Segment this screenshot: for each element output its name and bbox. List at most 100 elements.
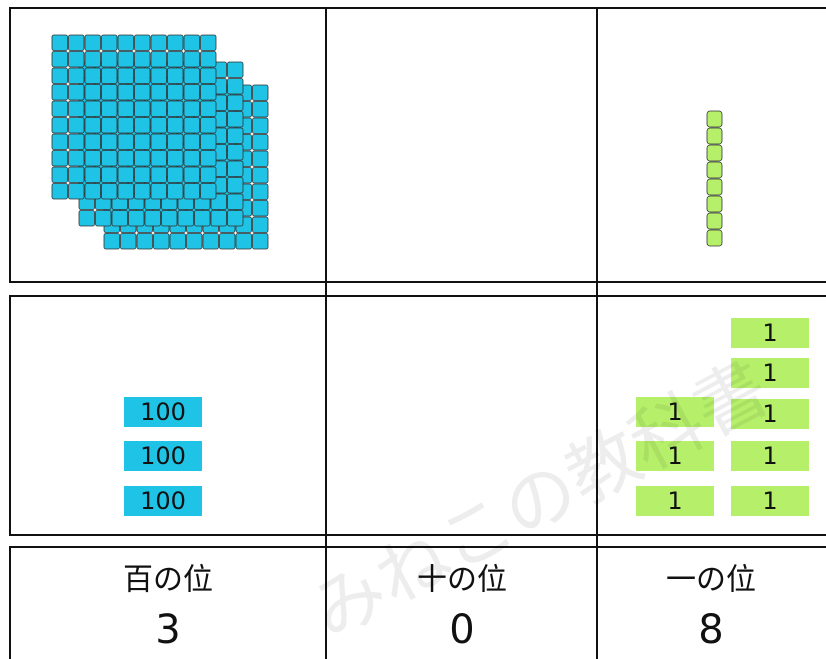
unit-cube bbox=[252, 150, 269, 167]
column-labels: 百の位 3 十の位 0 一の位 8 bbox=[123, 563, 756, 654]
unit-cube bbox=[117, 183, 134, 200]
unit-cube bbox=[186, 233, 203, 250]
unit-cube bbox=[84, 51, 101, 68]
unit-cube bbox=[200, 150, 217, 167]
unit-cube bbox=[103, 233, 120, 250]
unit-cube bbox=[117, 34, 134, 51]
unit-cube bbox=[150, 51, 167, 68]
unit-cube bbox=[120, 233, 137, 250]
unit-cube bbox=[134, 166, 151, 183]
unit-cube bbox=[252, 216, 269, 233]
frames bbox=[9, 7, 826, 659]
unit-cube bbox=[117, 150, 134, 167]
unit-cube bbox=[150, 150, 167, 167]
unit-cube bbox=[84, 150, 101, 167]
unit-cube bbox=[235, 233, 252, 250]
unit-cube bbox=[150, 183, 167, 200]
unit-cube bbox=[200, 51, 217, 68]
unit-cube bbox=[134, 51, 151, 68]
unit-cube bbox=[183, 100, 200, 117]
unit-cube bbox=[84, 133, 101, 150]
unit-cube bbox=[111, 210, 128, 227]
unit-cube bbox=[150, 67, 167, 84]
number-card bbox=[636, 486, 714, 516]
unit-cube bbox=[101, 34, 118, 51]
card-label: 1 bbox=[762, 319, 777, 347]
unit-cube bbox=[51, 34, 68, 51]
unit-cube bbox=[101, 100, 118, 117]
number-card bbox=[731, 441, 809, 471]
number-card bbox=[731, 486, 809, 516]
unit-cube bbox=[227, 61, 244, 78]
unit-cube bbox=[84, 84, 101, 101]
unit-cube bbox=[101, 183, 118, 200]
card-label: 100 bbox=[140, 442, 186, 470]
unit-cube bbox=[117, 133, 134, 150]
card-label: 1 bbox=[762, 400, 777, 428]
unit-cube bbox=[183, 51, 200, 68]
unit-cube bbox=[51, 150, 68, 167]
unit-cube bbox=[200, 34, 217, 51]
card-label: 1 bbox=[762, 359, 777, 387]
unit-cube bbox=[84, 67, 101, 84]
label-panel bbox=[9, 546, 826, 659]
unit-cube bbox=[227, 111, 244, 128]
unit-cube bbox=[706, 178, 723, 196]
unit-cube bbox=[200, 84, 217, 101]
unit-cube bbox=[252, 134, 269, 151]
unit-cube bbox=[136, 233, 153, 250]
number-card bbox=[731, 318, 809, 348]
unit-cube bbox=[117, 100, 134, 117]
unit-cube bbox=[128, 210, 145, 227]
unit-cube bbox=[78, 210, 95, 227]
unit-cube bbox=[252, 117, 269, 134]
unit-cube bbox=[144, 210, 161, 227]
card-label: 1 bbox=[762, 442, 777, 470]
unit-cube bbox=[84, 100, 101, 117]
unit-cube bbox=[252, 84, 269, 101]
unit-cube bbox=[68, 51, 85, 68]
card-panel bbox=[9, 295, 826, 536]
unit-cube bbox=[68, 183, 85, 200]
unit-cube bbox=[68, 117, 85, 134]
unit-cube bbox=[51, 67, 68, 84]
unit-cube bbox=[167, 183, 184, 200]
unit-cube bbox=[706, 110, 723, 128]
unit-cube bbox=[68, 150, 85, 167]
unit-cube bbox=[200, 100, 217, 117]
unit-cube bbox=[200, 117, 217, 134]
unit-cube bbox=[150, 100, 167, 117]
unit-cube bbox=[706, 161, 723, 179]
unit-cube bbox=[227, 94, 244, 111]
unit-cube bbox=[200, 166, 217, 183]
unit-cube bbox=[227, 160, 244, 177]
column-digit: 3 bbox=[155, 607, 180, 653]
unit-cube bbox=[227, 193, 244, 210]
unit-cube bbox=[51, 183, 68, 200]
unit-cube bbox=[150, 117, 167, 134]
unit-cube bbox=[134, 84, 151, 101]
unit-cube bbox=[117, 67, 134, 84]
number-card bbox=[731, 358, 809, 388]
unit-cube bbox=[101, 150, 118, 167]
unit-cube bbox=[167, 100, 184, 117]
card-label: 100 bbox=[140, 487, 186, 515]
unit-cube bbox=[150, 133, 167, 150]
unit-cube bbox=[68, 34, 85, 51]
unit-cube bbox=[101, 51, 118, 68]
unit-cube bbox=[51, 133, 68, 150]
unit-cube bbox=[183, 183, 200, 200]
number-card bbox=[124, 441, 202, 471]
unit-cube bbox=[161, 210, 178, 227]
unit-cube bbox=[95, 210, 112, 227]
unit-cube bbox=[177, 210, 194, 227]
unit-cube bbox=[68, 133, 85, 150]
unit-cube bbox=[706, 212, 723, 230]
ones-rod bbox=[706, 110, 723, 247]
base-ten-blocks bbox=[51, 34, 723, 250]
unit-cube bbox=[134, 100, 151, 117]
unit-cube bbox=[68, 84, 85, 101]
unit-cube bbox=[134, 34, 151, 51]
hundred-flat bbox=[51, 34, 217, 200]
